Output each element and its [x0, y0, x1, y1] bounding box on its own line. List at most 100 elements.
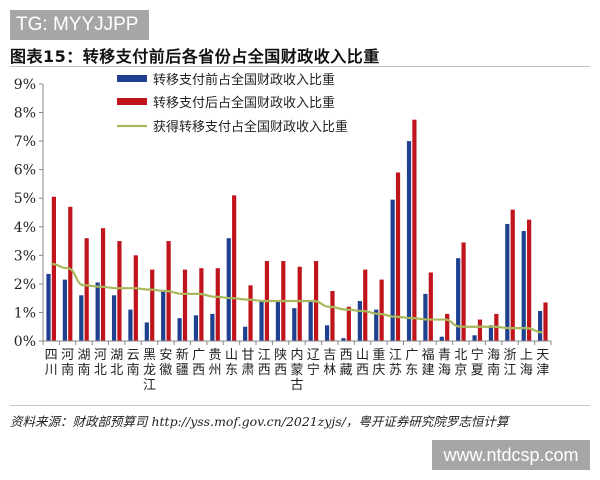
bar-after [182, 269, 188, 341]
x-category-label: 山 [225, 348, 238, 363]
bar-before [62, 279, 67, 341]
x-category-label: 河 [94, 348, 107, 363]
transfer-line-path [51, 262, 543, 334]
x-category-label: 江 [504, 363, 517, 378]
watermark-bottom: www.ntdcsp.com [432, 440, 590, 470]
bar-before [275, 301, 281, 341]
x-category-label: 广 [405, 348, 418, 363]
x-category-label: 西 [192, 363, 205, 378]
x-category-label: 苏 [389, 362, 402, 378]
x-category-label: 西 [258, 363, 271, 378]
y-tick-label: 2% [14, 277, 36, 293]
x-category-label: 西 [274, 363, 287, 378]
x-category-label: 西 [340, 348, 353, 363]
x-category-label: 海 [438, 363, 451, 378]
source-divider [10, 405, 590, 406]
bar-after [150, 269, 155, 341]
bar-before [259, 301, 264, 341]
x-category-label: 上 [520, 348, 533, 363]
bar-after [527, 219, 532, 341]
bar-before [439, 336, 444, 341]
bar-before [144, 322, 149, 341]
bar-after [461, 242, 466, 341]
x-category-label: 四 [45, 348, 58, 363]
bar-after [199, 268, 204, 341]
x-category-label: 北 [110, 363, 123, 378]
legend-swatch-before [117, 75, 147, 82]
x-category-label: 建 [422, 363, 435, 378]
bar-after [51, 196, 56, 341]
bar-before [357, 301, 362, 341]
x-category-label: 北 [454, 348, 467, 363]
x-category-label: 徽 [159, 363, 172, 378]
bar-before [423, 293, 428, 341]
x-category-label: 龙 [143, 363, 156, 378]
x-category-label: 林 [323, 363, 336, 378]
y-tick-label: 3% [14, 248, 36, 264]
x-category-label: 重 [372, 347, 385, 363]
chart-title: 图表15：转移支付前后各省份占全国财政收入比重 [10, 47, 380, 66]
x-category-label: 海 [487, 348, 500, 363]
x-category-label: 海 [520, 363, 533, 378]
bar-after [412, 119, 417, 341]
bar-after [68, 206, 73, 341]
title-divider [10, 66, 590, 67]
bar-before [243, 326, 248, 341]
bar-before [488, 325, 494, 341]
x-category-label: 蒙 [290, 363, 303, 378]
bar-after [133, 255, 138, 341]
bar-before [472, 335, 477, 341]
bar-after [395, 172, 401, 341]
legend: 转移支付前占全国财政收入比重转移支付后占全国财政收入比重获得转移支付占全国财政收… [117, 72, 348, 135]
bar-before [538, 311, 543, 341]
x-category-label: 疆 [176, 363, 189, 378]
bar-after [510, 209, 515, 341]
x-category-label: 河 [61, 348, 74, 363]
bar-before [161, 291, 166, 341]
x-category-label: 山 [356, 348, 369, 363]
bar-after [330, 291, 335, 341]
bar-before [390, 199, 395, 341]
x-category-label: 甘 [241, 348, 254, 363]
x-category-label: 京 [454, 363, 467, 378]
x-category-label: 宁 [307, 362, 320, 378]
x-category-label: 北 [94, 363, 107, 378]
y-tick-label: 8% [14, 106, 36, 122]
bar-after [363, 269, 368, 341]
x-category-label: 陕 [274, 348, 287, 363]
bar-after [445, 313, 450, 341]
bar-before [505, 223, 510, 341]
x-category-label: 宁 [471, 347, 484, 363]
x-category-label: 夏 [471, 363, 484, 378]
legend-swatch-after [117, 98, 147, 105]
x-category-label: 青 [438, 348, 451, 363]
x-category-label: 江 [143, 378, 156, 393]
x-category-label: 东 [405, 363, 418, 378]
x-category-label: 东 [225, 363, 238, 378]
bar-before [46, 273, 51, 341]
x-category-label: 庆 [372, 363, 385, 378]
bar-before [308, 301, 313, 341]
bar-before [374, 309, 379, 341]
bar-before [456, 258, 461, 341]
bar-before [521, 231, 526, 341]
x-category-label: 藏 [340, 363, 353, 378]
x-category-label: 南 [487, 362, 500, 378]
bar-before [292, 308, 297, 341]
y-tick-label: 5% [14, 191, 36, 207]
x-category-label: 广 [192, 348, 205, 363]
x-category-label: 贵 [209, 348, 222, 363]
x-axis: 四川河南湖南河北湖北云南黑龙江安徽新疆广西贵州山东甘肃江西陕西内蒙古辽宁吉林西藏… [42, 340, 552, 393]
y-tick-label: 6% [14, 163, 36, 179]
x-category-label: 州 [209, 363, 222, 378]
bar-before [341, 338, 346, 341]
bar-before [111, 295, 117, 341]
x-category-label: 西 [356, 363, 369, 378]
bar-after [100, 228, 106, 341]
x-category-label: 内 [290, 347, 303, 363]
x-category-label: 津 [536, 363, 549, 378]
x-category-label: 南 [77, 362, 90, 378]
watermark-top: TG: MYYJJPP [10, 10, 149, 40]
bar-before [193, 315, 199, 341]
bar-after [428, 272, 433, 341]
